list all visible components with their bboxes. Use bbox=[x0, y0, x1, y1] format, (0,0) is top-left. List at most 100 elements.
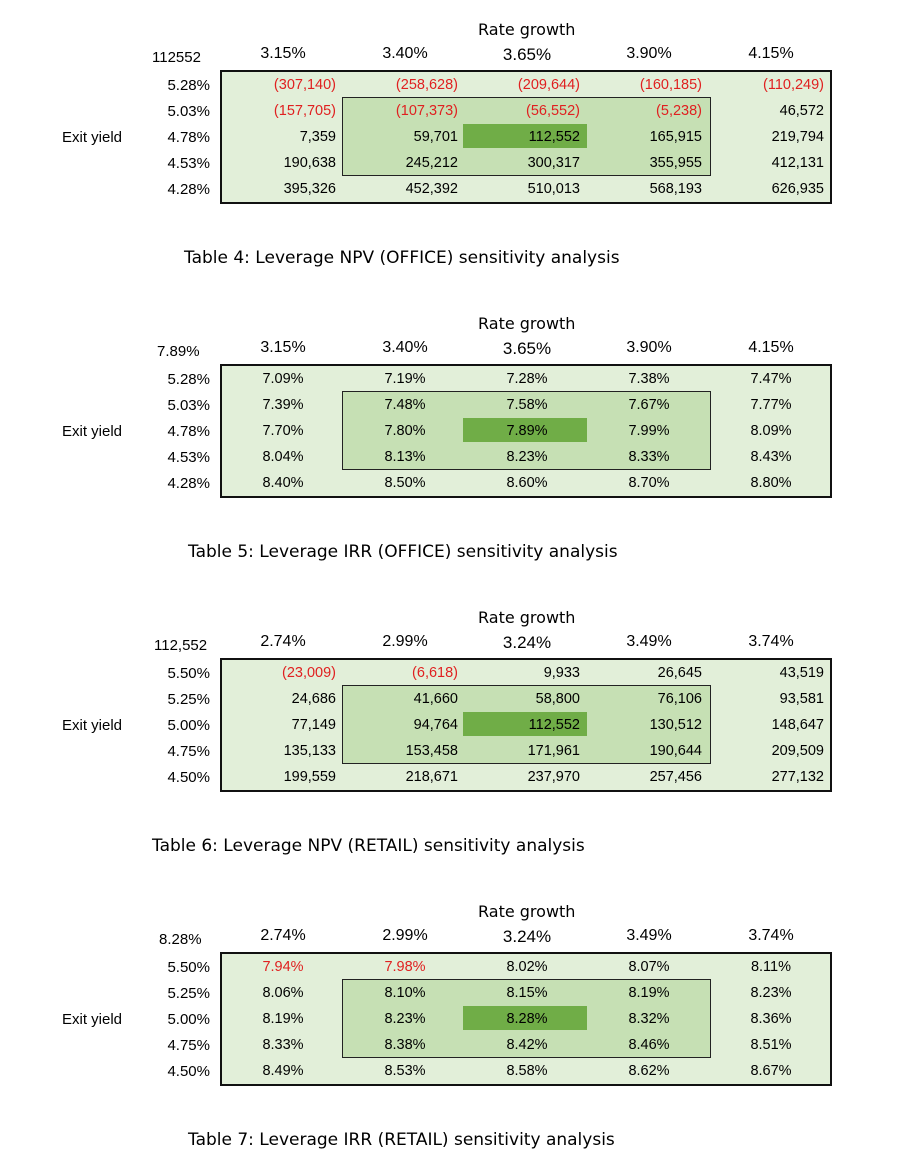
table-cell: 41,660 bbox=[413, 691, 458, 707]
table-cell: (160,185) bbox=[639, 77, 702, 93]
table-caption: Table 7: Leverage IRR (RETAIL) sensitivi… bbox=[188, 1130, 615, 1150]
corner-value: 8.28% bbox=[159, 931, 202, 948]
table-cell: 8.50% bbox=[384, 475, 426, 491]
column-header: 2.74% bbox=[260, 927, 306, 944]
rate-growth-label: Rate growth bbox=[478, 608, 576, 627]
table-cell: 452,392 bbox=[405, 181, 458, 197]
corner-value: 112,552 bbox=[154, 637, 208, 654]
table-cell: 7.98% bbox=[384, 959, 426, 975]
table-cell: (307,140) bbox=[273, 77, 336, 93]
table-cell: 218,671 bbox=[405, 769, 458, 785]
table-cell: 8.23% bbox=[384, 1011, 426, 1027]
table-cell: 43,519 bbox=[779, 665, 824, 681]
table-cell: 93,581 bbox=[779, 691, 824, 707]
table-cell: 165,915 bbox=[649, 129, 702, 145]
column-header: 3.90% bbox=[626, 339, 672, 356]
table-cell: 8.42% bbox=[506, 1037, 548, 1053]
table-cell: 277,132 bbox=[771, 769, 824, 785]
column-header: 4.15% bbox=[748, 45, 794, 62]
table-cell: 257,456 bbox=[649, 769, 702, 785]
table-cell: 7.58% bbox=[506, 397, 548, 413]
table-cell: 8.33% bbox=[262, 1037, 304, 1053]
table-cell: 8.33% bbox=[628, 449, 670, 465]
table-cell: 8.80% bbox=[750, 475, 792, 491]
table-cell: 8.46% bbox=[628, 1037, 670, 1053]
row-header: 4.75% bbox=[167, 1037, 210, 1054]
column-header: 2.99% bbox=[382, 927, 428, 944]
column-header: 2.99% bbox=[382, 633, 428, 650]
table-cell: 8.49% bbox=[262, 1063, 304, 1079]
column-header: 3.74% bbox=[748, 927, 794, 944]
base-case-highlight bbox=[463, 418, 587, 442]
table-cell: 7.09% bbox=[262, 371, 304, 387]
table-cell: 8.11% bbox=[750, 959, 792, 975]
table-cell: 76,106 bbox=[657, 691, 702, 707]
sensitivity-grid bbox=[220, 364, 832, 498]
table-cell: 46,572 bbox=[779, 103, 824, 119]
rate-growth-label: Rate growth bbox=[478, 902, 576, 921]
column-header: 3.65% bbox=[502, 45, 552, 64]
table-cell: 8.32% bbox=[628, 1011, 670, 1027]
table-cell: 7.67% bbox=[628, 397, 670, 413]
row-header: 4.53% bbox=[167, 155, 210, 172]
table-cell: 26,645 bbox=[657, 665, 702, 681]
exit-yield-label: Exit yield bbox=[62, 717, 123, 734]
table-cell: (23,009) bbox=[281, 665, 336, 681]
table-cell: 8.28% bbox=[506, 1011, 548, 1027]
table-cell: (107,373) bbox=[395, 103, 458, 119]
column-header: 3.15% bbox=[260, 339, 306, 356]
row-header: 5.25% bbox=[167, 691, 210, 708]
table-cell: 7.47% bbox=[750, 371, 792, 387]
corner-value: 7.89% bbox=[157, 343, 200, 360]
table-cell: (6,618) bbox=[412, 665, 458, 681]
table-cell: 171,961 bbox=[527, 743, 580, 759]
table-cell: 58,800 bbox=[535, 691, 580, 707]
table-caption: Table 4: Leverage NPV (OFFICE) sensitivi… bbox=[184, 248, 620, 268]
column-header: 4.15% bbox=[748, 339, 794, 356]
row-header: 4.28% bbox=[167, 181, 210, 198]
table-cell: 7.70% bbox=[262, 423, 304, 439]
exit-yield-label: Exit yield bbox=[62, 1011, 123, 1028]
table-cell: 7.80% bbox=[384, 423, 426, 439]
table-cell: 9,933 bbox=[543, 665, 580, 681]
row-header: 4.50% bbox=[167, 769, 210, 786]
column-header: 3.49% bbox=[626, 633, 672, 650]
table-cell: 8.43% bbox=[750, 449, 792, 465]
table-cell: 7.38% bbox=[628, 371, 670, 387]
table-cell: 153,458 bbox=[405, 743, 458, 759]
column-header: 3.74% bbox=[748, 633, 794, 650]
row-header: 4.78% bbox=[167, 129, 210, 146]
table-cell: (110,249) bbox=[763, 77, 824, 93]
row-header: 4.53% bbox=[167, 449, 210, 466]
table-cell: 8.13% bbox=[384, 449, 426, 465]
row-header: 4.75% bbox=[167, 743, 210, 760]
table-cell: 412,131 bbox=[771, 155, 824, 171]
row-header: 5.03% bbox=[167, 397, 210, 414]
column-header: 3.40% bbox=[382, 45, 428, 62]
table-cell: 8.51% bbox=[750, 1037, 792, 1053]
table-cell: 237,970 bbox=[527, 769, 580, 785]
column-header: 3.40% bbox=[382, 339, 428, 356]
column-header: 3.24% bbox=[502, 927, 552, 946]
table-cell: 112,552 bbox=[528, 129, 580, 145]
table-cell: 8.06% bbox=[262, 985, 304, 1001]
table-cell: 568,193 bbox=[649, 181, 702, 197]
row-header: 5.50% bbox=[167, 959, 210, 976]
row-header: 5.28% bbox=[167, 371, 210, 388]
table-cell: 8.70% bbox=[628, 475, 670, 491]
table-cell: 8.19% bbox=[628, 985, 670, 1001]
table-cell: 300,317 bbox=[527, 155, 580, 171]
table-cell: 355,955 bbox=[649, 155, 702, 171]
table-cell: (5,238) bbox=[656, 103, 702, 119]
row-header: 5.00% bbox=[167, 717, 210, 734]
table-cell: 219,794 bbox=[771, 129, 824, 145]
table-cell: 8.07% bbox=[628, 959, 670, 975]
table-cell: 245,212 bbox=[405, 155, 458, 171]
table-cell: 8.09% bbox=[750, 423, 792, 439]
table-cell: 77,149 bbox=[291, 717, 336, 733]
table-cell: 8.23% bbox=[750, 985, 792, 1001]
table-cell: 7,359 bbox=[299, 129, 336, 145]
table-cell: 190,644 bbox=[649, 743, 702, 759]
column-header: 3.49% bbox=[626, 927, 672, 944]
table-cell: (56,552) bbox=[525, 103, 580, 119]
